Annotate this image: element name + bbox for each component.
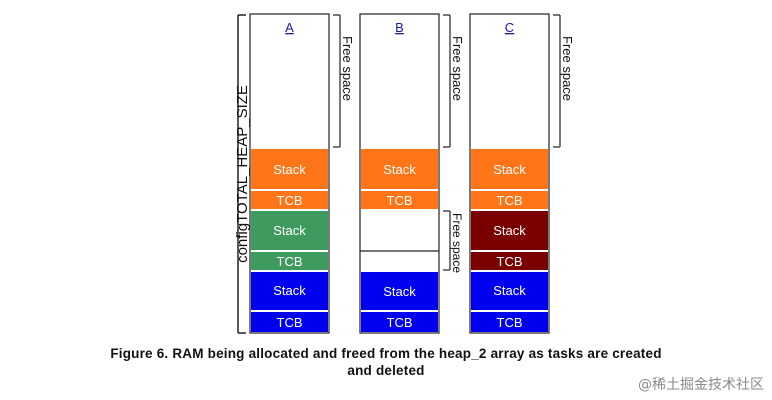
total-heap-size-label: configTOTAL_HEAP_SIZE <box>234 85 251 263</box>
block-b-tcb-2 <box>361 312 438 332</box>
column-b-free-space-label: Free space <box>450 36 465 101</box>
caption-line-2: and deleted <box>347 363 425 378</box>
block-a-tcb-2 <box>251 252 328 270</box>
caption-line-1: Figure 6. RAM being allocated and freed … <box>110 346 662 361</box>
block-b-tcb-2-label: TCB <box>387 315 413 330</box>
column-c-free-bracket <box>553 14 561 148</box>
block-a-tcb-3-label: TCB <box>277 315 303 330</box>
block-a-tcb-1 <box>251 191 328 209</box>
block-a-stack-3 <box>251 272 328 310</box>
block-a-stack-2 <box>251 211 328 250</box>
column-c-free-space-label: Free space <box>560 36 575 101</box>
column-b: B Stack TCB Stack TCB Free space Free sp… <box>359 13 465 334</box>
block-c-stack-2 <box>471 211 548 250</box>
block-c-tcb-1-label: TCB <box>497 193 523 208</box>
figure-caption: Figure 6. RAM being allocated and freed … <box>0 345 772 379</box>
column-c: C Stack TCB Stack TCB Stack TCB Free spa… <box>469 13 575 334</box>
block-b-stack-2 <box>361 272 438 310</box>
block-c-tcb-1 <box>471 191 548 209</box>
block-a-stack-2-label: Stack <box>273 223 306 238</box>
watermark: @稀土掘金技术社区 <box>638 377 764 393</box>
block-c-stack-3-label: Stack <box>493 283 526 298</box>
column-c-label: C <box>505 20 514 35</box>
column-b-free-bracket <box>443 14 451 148</box>
block-c-stack-2-label: Stack <box>493 223 526 238</box>
block-b-stack-1 <box>361 149 438 189</box>
block-b-tcb-1 <box>361 191 438 209</box>
total-size-bracket <box>237 14 246 334</box>
column-a-free-space-label: Free space <box>340 36 355 101</box>
block-a-tcb-2-label: TCB <box>277 254 303 269</box>
column-b-middle-free-bracket <box>443 210 451 271</box>
block-a-stack-1 <box>251 149 328 189</box>
block-c-stack-3 <box>471 272 548 310</box>
block-c-tcb-2-label: TCB <box>497 254 523 269</box>
block-c-tcb-2 <box>471 252 548 270</box>
column-b-middle-free-space-label: Free space <box>450 213 464 273</box>
block-c-stack-1-label: Stack <box>493 162 526 177</box>
block-a-stack-3-label: Stack <box>273 283 306 298</box>
block-a-stack-1-label: Stack <box>273 162 306 177</box>
column-b-label: B <box>395 20 404 35</box>
heap-diagram: configTOTAL_HEAP_SIZE A Stack TCB Stack … <box>234 13 575 334</box>
column-a-label: A <box>285 20 294 35</box>
column-a: A Stack TCB Stack TCB Stack TCB Free spa… <box>249 13 355 334</box>
block-b-stack-1-label: Stack <box>383 162 416 177</box>
block-a-tcb-1-label: TCB <box>277 193 303 208</box>
block-a-tcb-3 <box>251 312 328 332</box>
block-c-stack-1 <box>471 149 548 189</box>
block-b-stack-2-label: Stack <box>383 284 416 299</box>
column-a-free-bracket <box>333 14 341 148</box>
block-c-tcb-3 <box>471 312 548 332</box>
block-b-tcb-1-label: TCB <box>387 193 413 208</box>
block-c-tcb-3-label: TCB <box>497 315 523 330</box>
